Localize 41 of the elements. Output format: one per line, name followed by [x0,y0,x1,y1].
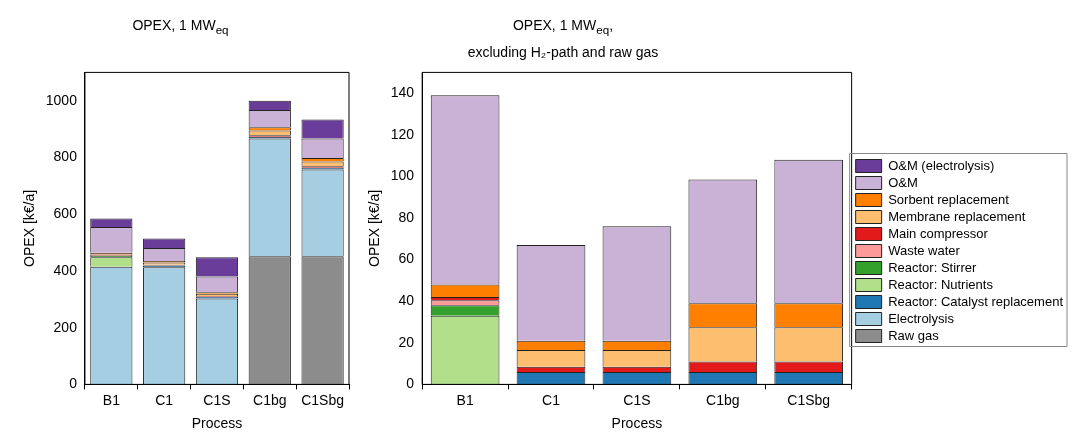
y-tick-label: 0 [69,375,78,392]
x-tick-label: C1Sbg [301,391,344,408]
x-axis-title: Process [611,415,663,432]
y-tick-label: 80 [398,208,415,225]
y-tick-label: 120 [390,125,415,142]
legend-label: Raw gas [888,327,940,343]
x-tick-label: C1S [623,391,651,408]
y-tick-label: 100 [390,167,415,184]
y-axis-title: OPEX [k€/a] [366,189,383,267]
legend-label: O&M [888,174,918,190]
y-tick-label: 400 [53,261,78,278]
x-axis-title: Process [191,415,243,432]
y-tick-label: 20 [398,333,415,350]
legend-label: Electrolysis [888,310,955,326]
y-tick-label: 200 [53,318,78,335]
y-tick-label: 40 [398,292,415,309]
x-tick-label: C1Sbg [787,391,831,408]
legend-label: Waste water [888,242,961,258]
chart-title: OPEX, 1 MW$_{eq}$ [131,16,230,38]
legend-label: Main compressor [888,225,989,241]
y-tick-label: 600 [53,205,78,222]
y-tick-label: 140 [390,84,415,101]
y-tick-label: 60 [398,250,415,267]
x-tick-label: C1S [203,391,231,408]
legend-label: Membrane replacement [888,208,1026,224]
y-tick-label: 1000 [45,91,78,108]
chart-title: OPEX, 1 MW$_{eq}$, excluding H₂-path and raw gas [466,16,660,62]
legend-label: Reactor: Nutrients [888,276,994,292]
legend-label: Reactor: Stirrer [888,259,977,275]
x-tick-label: C1 [155,391,174,408]
legend-label: O&M (electrolysis) [888,157,995,173]
y-tick-label: 0 [406,375,415,392]
x-tick-label: B1 [456,391,474,408]
x-tick-label: C1bg [253,391,287,408]
x-tick-label: C1bg [706,391,740,408]
x-tick-label: C1 [542,391,561,408]
y-axis-title: OPEX [k€/a] [21,189,38,267]
x-tick-label: B1 [102,391,121,408]
legend-label: Reactor: Catalyst replacement [888,293,1064,309]
legend-label: Sorbent replacement [888,191,1010,207]
y-tick-label: 800 [53,148,78,165]
